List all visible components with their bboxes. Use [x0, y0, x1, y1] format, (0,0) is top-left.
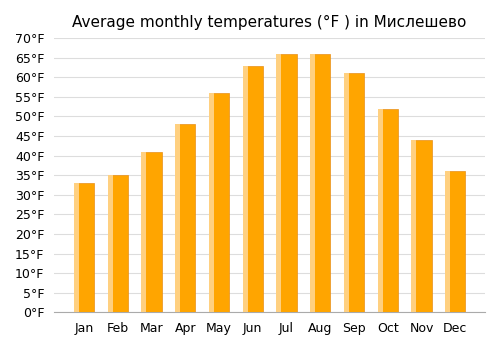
- Bar: [175, 124, 196, 312]
- Bar: [445, 171, 450, 312]
- Bar: [74, 183, 79, 312]
- Bar: [344, 74, 349, 312]
- Bar: [175, 124, 180, 312]
- Bar: [276, 54, 281, 312]
- Bar: [445, 171, 466, 312]
- Bar: [310, 54, 330, 312]
- Bar: [142, 152, 162, 312]
- Bar: [108, 175, 112, 312]
- Bar: [74, 183, 94, 312]
- Title: Average monthly temperatures (°F ) in Мислешево: Average monthly temperatures (°F ) in Ми…: [72, 15, 467, 30]
- Bar: [412, 140, 432, 312]
- Bar: [209, 93, 229, 312]
- Bar: [242, 65, 263, 312]
- Bar: [276, 54, 296, 312]
- Bar: [378, 108, 398, 312]
- Bar: [310, 54, 315, 312]
- Bar: [108, 175, 128, 312]
- Bar: [142, 152, 146, 312]
- Bar: [378, 108, 382, 312]
- Bar: [242, 65, 248, 312]
- Bar: [209, 93, 214, 312]
- Bar: [412, 140, 416, 312]
- Bar: [344, 74, 364, 312]
